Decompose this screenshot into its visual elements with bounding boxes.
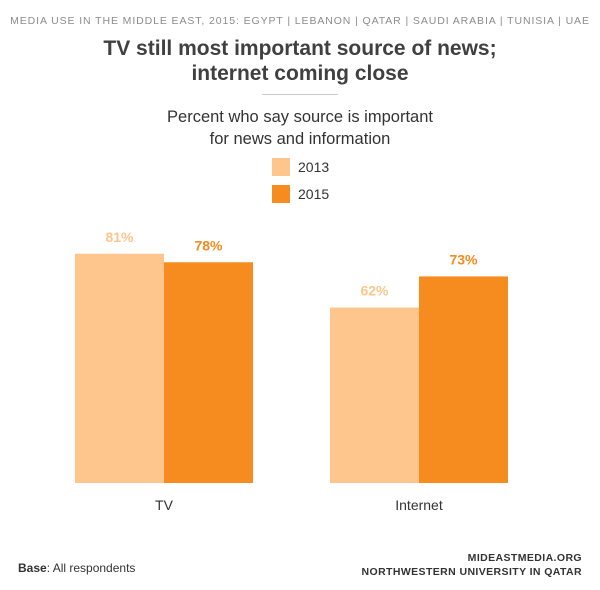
bar-internet-2013 [330, 307, 419, 483]
legend-label-2015: 2015 [298, 186, 330, 202]
legend-item-2013: 2013 [272, 157, 329, 177]
supertitle: MEDIA USE IN THE MIDDLE EAST, 2015: EGYP… [10, 15, 590, 27]
legend: 2013 2015 [272, 157, 329, 211]
data-label-tv-2015: 78% [194, 237, 223, 253]
category-label-tv: TV [155, 497, 174, 513]
footer-source: MIDEASTMEDIA.ORG NORTHWESTERN UNIVERSITY… [362, 551, 582, 579]
chart-subtitle: Percent who say source is important for … [0, 106, 600, 150]
chart-subtitle-line-1: Percent who say source is important [167, 108, 433, 126]
footer-source-line-2: NORTHWESTERN UNIVERSITY IN QATAR [361, 566, 582, 578]
bar-tv-2013 [75, 253, 164, 483]
footer-base-text: : All respondents [46, 561, 136, 575]
data-label-tv-2013: 81% [105, 229, 134, 245]
legend-swatch-2015 [272, 185, 290, 203]
data-label-internet-2013: 62% [360, 283, 389, 299]
footer-base-note: Base: All respondents [18, 561, 135, 575]
footer-base-label: Base [18, 561, 47, 575]
legend-item-2015: 2015 [272, 184, 329, 204]
bar-internet-2015 [419, 276, 508, 483]
chart-title-line-2: internet coming close [191, 62, 409, 85]
data-label-internet-2015: 73% [449, 251, 478, 267]
legend-label-2013: 2013 [298, 159, 330, 175]
chart-subtitle-line-2: for news and information [209, 130, 391, 148]
legend-swatch-2013 [272, 158, 290, 176]
chart-title: TV still most important source of news; … [0, 36, 600, 86]
chart-title-line-1: TV still most important source of news; [103, 37, 497, 60]
footer-source-line-1: MIDEASTMEDIA.ORG [467, 552, 582, 564]
title-divider [262, 94, 338, 95]
category-label-internet: Internet [395, 497, 443, 513]
bar-tv-2015 [164, 262, 253, 483]
